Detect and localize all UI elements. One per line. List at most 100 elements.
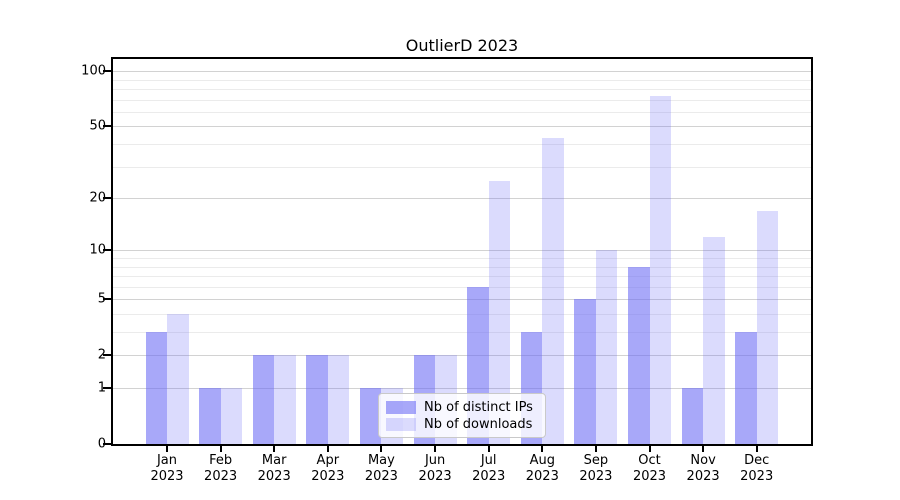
x-tick-label-jun: Jun 2023 <box>419 453 452 485</box>
y-tick-label: 5 <box>97 291 106 307</box>
x-tick-mark <box>594 444 597 452</box>
x-tick-month: Jul <box>480 453 497 468</box>
bar-downloads-jan <box>167 314 189 444</box>
y-tick-mark <box>103 249 111 252</box>
legend: Nb of distinct IPs Nb of downloads <box>378 393 546 438</box>
x-tick-label-feb: Feb 2023 <box>204 453 237 485</box>
x-tick-label-oct: Oct 2023 <box>633 453 666 485</box>
bar-ips-may <box>359 388 382 444</box>
x-tick-year: 2023 <box>204 468 238 484</box>
legend-swatch-downloads <box>386 417 416 431</box>
x-tick-label-mar: Mar 2023 <box>258 453 291 485</box>
bar-downloads-nov <box>703 236 725 444</box>
x-tick-year: 2023 <box>257 468 291 484</box>
major-gridline <box>113 198 811 199</box>
bar-downloads-apr <box>327 355 350 444</box>
x-tick-month: Oct <box>638 453 661 468</box>
bar-downloads-mar <box>274 355 296 444</box>
bar-ips-nov <box>681 388 704 444</box>
x-tick-year: 2023 <box>418 468 452 484</box>
y-tick-label: 1 <box>97 380 106 396</box>
x-tick-mark <box>326 444 329 452</box>
x-tick-mark <box>219 444 222 452</box>
x-tick-month: Jun <box>424 453 446 468</box>
x-tick-mark <box>487 444 490 452</box>
minor-gridline <box>113 286 811 288</box>
major-gridline <box>113 71 811 73</box>
legend-swatch-ips <box>386 400 416 414</box>
x-tick-label-sep: Sep 2023 <box>579 453 612 485</box>
minor-gridline <box>113 143 811 145</box>
chart-title: OutlierD 2023 <box>405 36 519 55</box>
bar-downloads-jul <box>488 180 511 444</box>
y-tick-label: 10 <box>89 242 106 258</box>
bar-downloads-oct <box>649 96 671 444</box>
y-tick-mark <box>103 70 111 73</box>
x-tick-month: May <box>367 453 395 468</box>
bar-ips-oct <box>628 266 650 444</box>
major-gridline <box>113 126 811 128</box>
y-tick-mark <box>103 197 111 199</box>
y-tick-label: 2 <box>97 347 106 363</box>
bar-downloads-sep <box>595 250 618 444</box>
x-tick-mark <box>648 444 651 452</box>
legend-item-ips: Nb of distinct IPs <box>386 400 538 414</box>
x-tick-year: 2023 <box>686 468 720 484</box>
x-tick-mark <box>702 444 705 452</box>
x-tick-label-jul: Jul 2023 <box>472 453 505 485</box>
bar-downloads-aug <box>542 138 564 444</box>
bar-ips-sep <box>574 299 596 444</box>
y-tick-label: 20 <box>89 190 106 206</box>
plot-area: Nb of distinct IPs Nb of downloads <box>113 59 811 444</box>
bar-ips-feb <box>199 388 221 444</box>
y-tick-mark <box>103 387 111 389</box>
x-tick-month: Jan <box>156 453 178 468</box>
minor-gridline <box>113 276 811 277</box>
x-tick-month: Nov <box>690 453 716 468</box>
minor-gridline <box>113 79 811 81</box>
major-gridline <box>113 355 811 357</box>
grid-layer <box>113 59 811 444</box>
x-tick-month: Feb <box>209 453 233 468</box>
x-tick-label-nov: Nov 2023 <box>687 453 720 485</box>
bar-layer <box>113 59 811 444</box>
bar-downloads-dec <box>756 210 779 444</box>
legend-item-downloads: Nb of downloads <box>386 416 538 432</box>
minor-gridline <box>113 314 811 315</box>
x-tick-mark <box>541 444 544 452</box>
x-tick-year: 2023 <box>150 468 184 484</box>
x-tick-month: Aug <box>529 453 555 468</box>
y-tick-label: 50 <box>89 118 106 134</box>
bar-downloads-feb <box>220 388 243 444</box>
minor-gridline <box>113 99 811 101</box>
x-tick-year: 2023 <box>472 468 506 484</box>
legend-label: Nb of downloads <box>424 416 533 432</box>
bar-ips-mar <box>252 355 275 444</box>
y-tick-mark <box>103 354 111 357</box>
x-tick-month: Apr <box>316 453 340 468</box>
x-tick-mark <box>755 444 758 452</box>
y-tick-mark <box>103 125 111 128</box>
minor-gridline <box>113 88 811 90</box>
y-tick-label: 0 <box>97 436 106 452</box>
x-tick-label-may: May 2023 <box>365 453 398 485</box>
y-tick-mark <box>103 298 111 301</box>
x-tick-label-aug: Aug 2023 <box>526 453 559 485</box>
minor-gridline <box>113 332 811 333</box>
x-tick-year: 2023 <box>525 468 559 484</box>
minor-gridline <box>113 166 811 168</box>
x-tick-year: 2023 <box>632 468 667 484</box>
x-tick-year: 2023 <box>740 468 774 484</box>
x-tick-year: 2023 <box>364 468 398 484</box>
x-tick-month: Dec <box>744 453 770 468</box>
x-tick-year: 2023 <box>579 468 613 484</box>
x-tick-mark <box>434 444 437 452</box>
bar-ips-jan <box>145 332 167 444</box>
major-gridline <box>113 299 811 301</box>
bar-ips-apr <box>306 355 328 444</box>
x-tick-mark <box>273 444 276 452</box>
x-tick-mark <box>380 444 383 452</box>
x-tick-month: Sep <box>583 453 609 468</box>
minor-gridline <box>113 111 811 113</box>
